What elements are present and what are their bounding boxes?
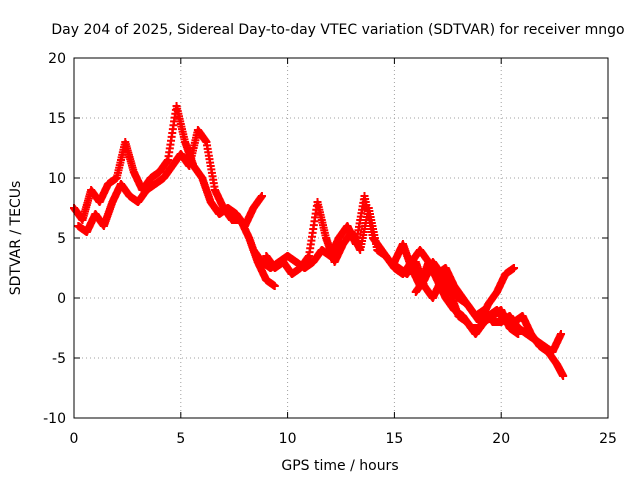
y-tick-label: -5 xyxy=(52,351,66,367)
data-point xyxy=(257,192,266,200)
data-point xyxy=(559,372,568,380)
x-tick-label: 5 xyxy=(176,431,185,447)
x-axis-label: GPS time / hours xyxy=(281,458,398,474)
y-tick-label: -10 xyxy=(43,411,66,427)
y-tick-label: 15 xyxy=(48,111,66,127)
data-point xyxy=(510,264,519,272)
x-tick-label: 20 xyxy=(492,431,510,447)
y-axis-label: SDTVAR / TECUs xyxy=(8,181,24,296)
y-tick-label: 0 xyxy=(57,291,66,307)
series-sat-track-2 xyxy=(74,126,279,290)
y-tick-label: 10 xyxy=(48,171,66,187)
x-tick-label: 15 xyxy=(385,431,403,447)
series-sat-track-6 xyxy=(411,258,566,356)
x-tick-label: 0 xyxy=(70,431,79,447)
data-point xyxy=(270,282,279,290)
y-tick-label: 20 xyxy=(48,51,66,67)
data-points xyxy=(70,102,568,380)
chart-title: Day 204 of 2025, Sidereal Day-to-day VTE… xyxy=(51,22,624,38)
series-sat-track-1 xyxy=(70,102,266,230)
axis-ticks: 0 5 10 15 20 25 -10 -5 0 5 10 15 20 xyxy=(43,51,617,447)
x-tick-label: 10 xyxy=(279,431,297,447)
data-point xyxy=(557,330,566,338)
series-sat-track-4 xyxy=(262,198,519,326)
x-tick-label: 25 xyxy=(599,431,617,447)
y-tick-label: 5 xyxy=(57,231,66,247)
